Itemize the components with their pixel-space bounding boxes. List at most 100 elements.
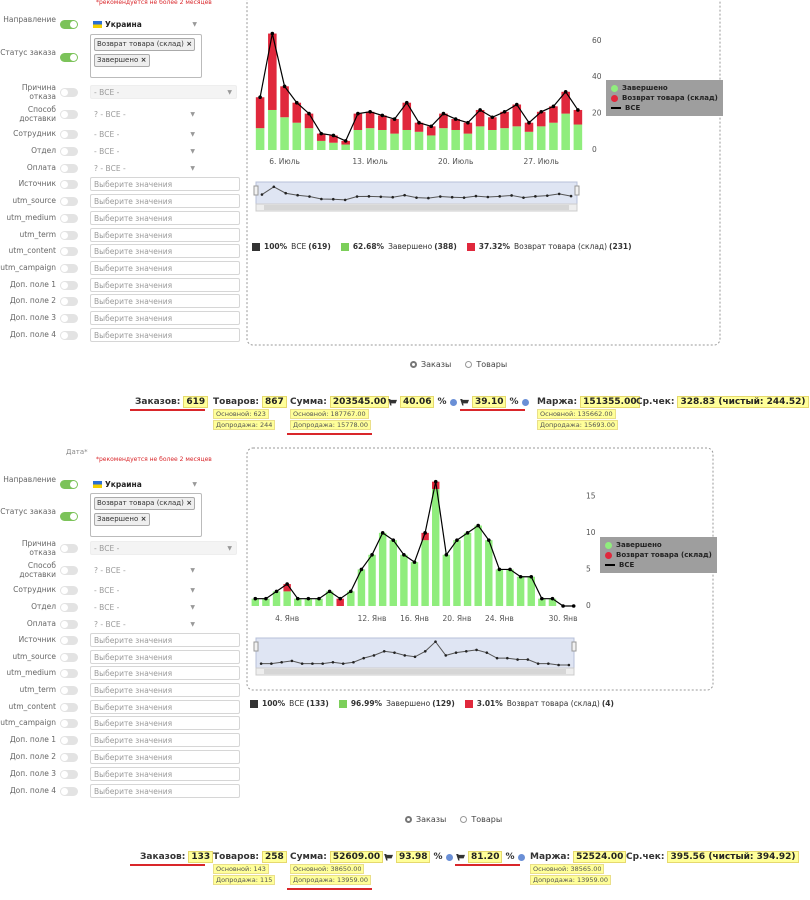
info-icon[interactable] [517, 853, 525, 861]
country-select[interactable]: Украина ▼ [90, 17, 202, 31]
toggle[interactable] [60, 147, 78, 156]
radio-option[interactable]: Товары [465, 360, 507, 369]
text-input[interactable]: Выберите значения [90, 683, 240, 697]
toggle[interactable] [60, 512, 78, 521]
text-input[interactable]: Выберите значения [90, 311, 240, 325]
toggle[interactable] [60, 130, 78, 139]
toggle[interactable] [60, 480, 78, 489]
tag-remove[interactable]: × [183, 40, 193, 48]
toggle[interactable] [60, 653, 78, 662]
text-input[interactable]: Выберите значения [90, 328, 240, 342]
toggle[interactable] [60, 314, 78, 323]
text-input[interactable]: Выберите значения [90, 294, 240, 308]
stat-sub-row: Основной: 38565.00 [530, 863, 626, 874]
tag-remove[interactable]: × [138, 56, 147, 64]
text-input[interactable]: Выберите значения [90, 194, 240, 208]
text-input[interactable]: Выберите значения [90, 750, 240, 764]
select[interactable]: - ВСЕ - ▼ [90, 600, 200, 614]
radio-option[interactable]: Заказы [410, 360, 451, 369]
stat-sub-row: Основной: 135662.00 [537, 408, 640, 419]
radio-button[interactable] [410, 361, 417, 368]
status-multiselect[interactable]: Возврат товара (склад) × Завершено × [90, 34, 202, 78]
legend-item[interactable]: Завершено [605, 540, 712, 550]
toggle[interactable] [60, 20, 78, 29]
toggle[interactable] [60, 669, 78, 678]
toggle[interactable] [60, 247, 78, 256]
radio-option[interactable]: Заказы [405, 815, 446, 824]
toggle[interactable] [60, 586, 78, 595]
status-multiselect[interactable]: Возврат товара (склад) × Завершено × [90, 493, 202, 537]
legend-item[interactable]: ВСЕ [611, 103, 718, 113]
line-dot [417, 120, 421, 125]
toggle[interactable] [60, 281, 78, 290]
text-input[interactable]: Выберите значения [90, 784, 240, 798]
tag-remove[interactable]: × [183, 499, 193, 507]
text-input[interactable]: Выберите значения [90, 650, 240, 664]
text-input[interactable]: Выберите значения [90, 228, 240, 242]
country-select[interactable]: Украина ▼ [90, 477, 202, 491]
toggle[interactable] [60, 736, 78, 745]
tag-remove[interactable]: × [138, 515, 147, 523]
toggle[interactable] [60, 770, 78, 779]
text-input[interactable]: Выберите значения [90, 666, 240, 680]
toggle[interactable] [60, 264, 78, 273]
legend-item[interactable]: Завершено [611, 83, 718, 93]
toggle[interactable] [60, 753, 78, 762]
info-icon[interactable] [521, 398, 529, 406]
toggle[interactable] [60, 566, 78, 575]
toggle[interactable] [60, 719, 78, 728]
radio-option[interactable]: Товары [460, 815, 502, 824]
toggle[interactable] [60, 686, 78, 695]
toggle[interactable] [60, 787, 78, 796]
info-icon[interactable] [445, 853, 453, 861]
toggle[interactable] [60, 331, 78, 340]
select-value: ? - ВСЕ - [94, 164, 126, 173]
status-tag[interactable]: Завершено × [94, 54, 150, 67]
select[interactable]: ? - ВСЕ - ▼ [90, 107, 200, 121]
status-tag[interactable]: Возврат товара (склад) × [94, 497, 196, 510]
toggle[interactable] [60, 636, 78, 645]
legend-item[interactable]: Возврат товара (склад) [611, 93, 718, 103]
info-icon[interactable] [449, 398, 457, 406]
legend-item[interactable]: Возврат товара (склад) [605, 550, 712, 560]
text-input[interactable]: Выберите значения [90, 633, 240, 647]
radio-button[interactable] [460, 816, 468, 823]
toggle[interactable] [60, 297, 78, 306]
toggle[interactable] [60, 603, 78, 612]
toggle[interactable] [60, 110, 78, 119]
radio-button[interactable] [465, 361, 473, 368]
text-input[interactable]: Выберите значения [90, 733, 240, 747]
select[interactable]: - ВСЕ - ▼ [90, 144, 200, 158]
toggle[interactable] [60, 164, 78, 173]
status-tag[interactable]: Возврат товара (склад) × [94, 38, 196, 51]
select[interactable]: - ВСЕ - ▼ [90, 127, 200, 141]
text-input[interactable]: Выберите значения [90, 244, 240, 258]
text-input[interactable]: Выберите значения [90, 700, 240, 714]
toggle[interactable] [60, 53, 78, 62]
select[interactable]: - ВСЕ - ▼ [90, 583, 200, 597]
line-dot [258, 95, 262, 100]
text-input[interactable]: Выберите значения [90, 278, 240, 292]
legend-item[interactable]: ВСЕ [605, 560, 712, 570]
text-input[interactable]: Выберите значения [90, 177, 240, 191]
toggle[interactable] [60, 197, 78, 206]
toggle[interactable] [60, 231, 78, 240]
select[interactable]: ? - ВСЕ - ▼ [90, 563, 200, 577]
toggle[interactable] [60, 214, 78, 223]
text-input[interactable]: Выберите значения [90, 767, 240, 781]
toggle[interactable] [60, 620, 78, 629]
toggle[interactable] [60, 703, 78, 712]
stat-sub-row: Допродажа: 115 [213, 874, 287, 885]
text-input[interactable]: Выберите значения [90, 211, 240, 225]
text-input[interactable]: Выберите значения [90, 261, 240, 275]
toggle[interactable] [60, 544, 78, 553]
status-tag[interactable]: Завершено × [94, 513, 150, 526]
select[interactable]: - ВСЕ - ▼ [90, 541, 237, 555]
radio-button[interactable] [405, 816, 412, 823]
text-input[interactable]: Выберите значения [90, 716, 240, 730]
select[interactable]: ? - ВСЕ - ▼ [90, 617, 200, 631]
select[interactable]: ? - ВСЕ - ▼ [90, 161, 200, 175]
toggle[interactable] [60, 88, 78, 97]
select[interactable]: - ВСЕ - ▼ [90, 85, 237, 99]
toggle[interactable] [60, 180, 78, 189]
